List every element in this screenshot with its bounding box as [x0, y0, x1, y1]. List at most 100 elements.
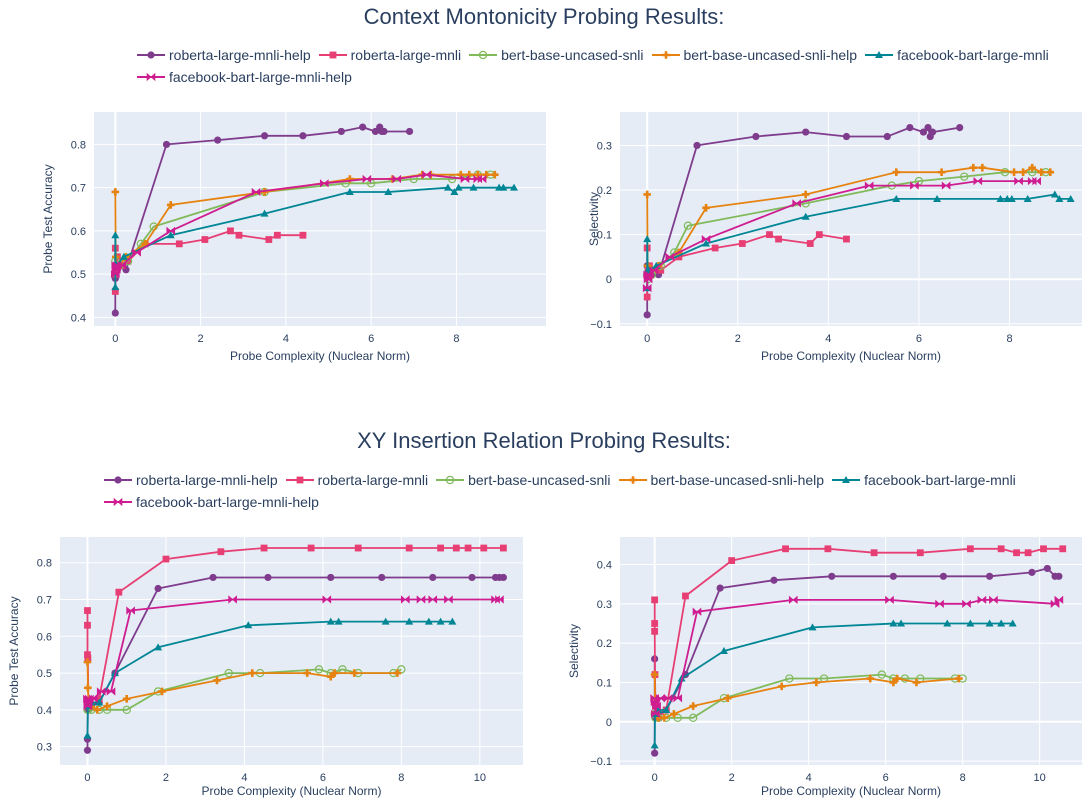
x-tick-label: 0	[652, 772, 658, 784]
legend-item[interactable]: bert-base-uncased-snli	[436, 472, 611, 488]
data-point	[966, 619, 975, 627]
y-tick-label: 0.4	[37, 705, 52, 717]
data-point	[654, 714, 663, 722]
plot-context-selectivity: 0 2 4 6 8 −0.1 0 0.1 0.2 0.3 Probe Complexity (Nuc…	[587, 112, 1082, 363]
data-point	[877, 670, 886, 679]
data-point	[864, 181, 874, 190]
data-point	[842, 132, 851, 141]
legend-swatch	[137, 72, 165, 82]
data-point	[444, 595, 453, 604]
data-point	[452, 544, 460, 552]
legend-marker	[114, 476, 122, 484]
data-point	[702, 204, 710, 212]
data-point	[897, 619, 906, 627]
x-tick-label: 8	[960, 772, 966, 784]
data-point	[162, 140, 171, 149]
data-point	[260, 132, 269, 140]
data-point	[806, 240, 814, 247]
data-point	[334, 617, 343, 625]
x-tick-label: 2	[163, 772, 169, 784]
data-point	[89, 694, 98, 703]
data-point	[84, 621, 91, 629]
x-tick-label: 2	[735, 333, 741, 345]
data-point	[870, 549, 878, 557]
data-point	[883, 132, 891, 141]
legend-marker	[661, 51, 670, 59]
data-point	[989, 595, 998, 605]
legend-item[interactable]: roberta-large-mnli-help	[137, 47, 311, 63]
data-point	[303, 669, 311, 677]
data-point	[469, 183, 478, 191]
data-point	[450, 187, 459, 195]
data-point	[885, 595, 894, 605]
data-point	[251, 187, 261, 197]
data-point	[643, 235, 652, 243]
data-point	[456, 170, 465, 179]
y-axis-title: Selectivity	[587, 192, 601, 246]
data-point	[482, 170, 491, 179]
legend-item[interactable]: roberta-large-mnli-help	[104, 472, 278, 488]
x-tick-label: 6	[883, 772, 889, 784]
data-point	[962, 599, 971, 608]
data-point	[801, 190, 810, 199]
data-point	[392, 174, 402, 184]
legend-item[interactable]: facebook-bart-large-mnli	[832, 472, 1016, 488]
data-point	[651, 620, 659, 627]
data-point	[480, 544, 488, 552]
legend-swatch	[651, 51, 680, 59]
data-point	[380, 127, 388, 136]
legend-item[interactable]: bert-base-uncased-snli-help	[618, 472, 824, 488]
data-point	[491, 170, 499, 179]
legend-marker	[842, 476, 851, 483]
data-point	[273, 231, 281, 239]
data-point	[662, 705, 671, 713]
data-point	[468, 573, 476, 582]
data-point	[117, 261, 127, 270]
data-point	[692, 607, 702, 616]
data-point	[115, 588, 123, 596]
y-tick-label: 0.5	[37, 668, 52, 680]
data-point	[670, 710, 678, 718]
data-point	[843, 235, 850, 243]
data-point	[919, 128, 928, 136]
legend-item[interactable]: roberta-large-mnli	[318, 47, 461, 63]
y-tick-label: 0.4	[71, 312, 86, 324]
data-point	[801, 199, 810, 208]
data-point	[663, 694, 673, 703]
data-point	[824, 545, 832, 553]
legend-item[interactable]: bert-base-uncased-snli	[469, 47, 644, 63]
legend-item[interactable]: bert-base-uncased-snli-help	[651, 47, 857, 63]
data-point	[889, 619, 898, 627]
data-point	[322, 595, 332, 604]
x-tick-label: 4	[241, 772, 247, 784]
data-point	[405, 544, 413, 552]
data-point	[1054, 595, 1064, 605]
data-point	[682, 592, 689, 600]
data-point	[719, 647, 728, 654]
series-facebook-bart-large-mnli-help	[642, 176, 1042, 293]
legend-item[interactable]: facebook-bart-large-mnli-help	[104, 494, 319, 510]
data-point	[378, 573, 386, 582]
y-tick-label: 0.1	[597, 677, 612, 689]
data-point	[260, 188, 269, 196]
legend-item[interactable]: facebook-bart-large-mnli-help	[137, 69, 352, 85]
data-point	[738, 240, 746, 247]
data-point	[728, 557, 736, 564]
data-point	[892, 194, 901, 202]
x-tick-label: 2	[729, 772, 735, 784]
data-point	[299, 231, 307, 239]
legend-marker	[329, 51, 337, 59]
legend-item[interactable]: facebook-bart-large-mnli	[865, 47, 1049, 63]
x-tick-label: 8	[398, 772, 404, 784]
data-point	[393, 669, 402, 677]
legend-item[interactable]: roberta-large-mnli	[285, 472, 428, 488]
x-tick-label: 4	[283, 333, 289, 345]
data-point	[299, 132, 307, 140]
data-point	[996, 194, 1005, 202]
data-point	[997, 545, 1005, 553]
data-point	[166, 226, 176, 236]
data-point	[454, 183, 463, 191]
legend-marker	[147, 51, 155, 59]
data-point	[465, 170, 474, 179]
data-point	[1014, 176, 1023, 186]
